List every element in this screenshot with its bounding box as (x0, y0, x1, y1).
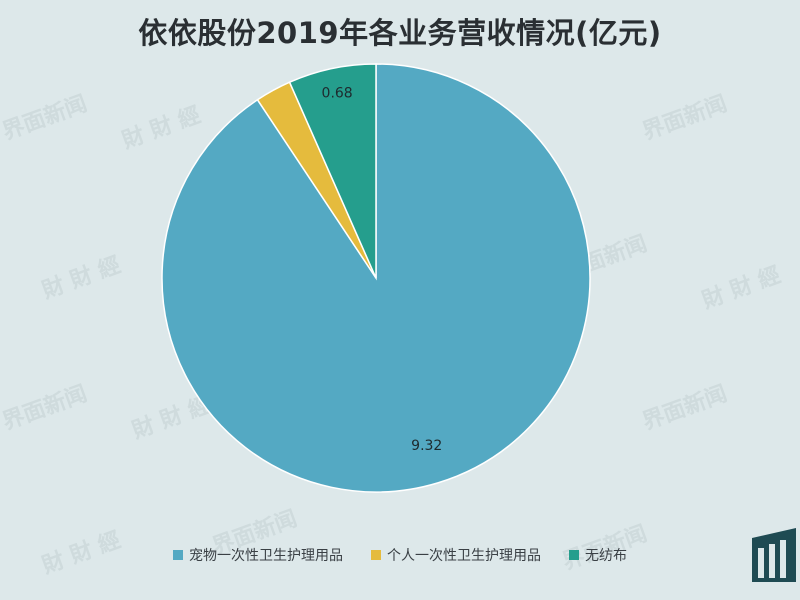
legend-item: 无纺布 (569, 545, 627, 565)
legend-swatch (569, 550, 579, 560)
data-label: 9.32 (411, 438, 442, 454)
legend-label: 无纺布 (585, 548, 627, 564)
pie-slice (288, 63, 377, 279)
data-label: 0.68 (322, 86, 353, 102)
legend-swatch (371, 550, 381, 560)
legend-swatch (173, 550, 183, 560)
legend: 宠物一次性卫生护理用品 个人一次性卫生护理用品 无纺布 (0, 545, 800, 565)
chart-title: 依依股份2019年各业务营收情况(亿元) (138, 16, 662, 50)
legend-label: 个人一次性卫生护理用品 (387, 548, 541, 564)
legend-label: 宠物一次性卫生护理用品 (189, 548, 343, 564)
legend-item: 个人一次性卫生护理用品 (371, 545, 541, 565)
legend-item: 宠物一次性卫生护理用品 (173, 545, 343, 565)
corner-logo-icon (752, 528, 796, 582)
